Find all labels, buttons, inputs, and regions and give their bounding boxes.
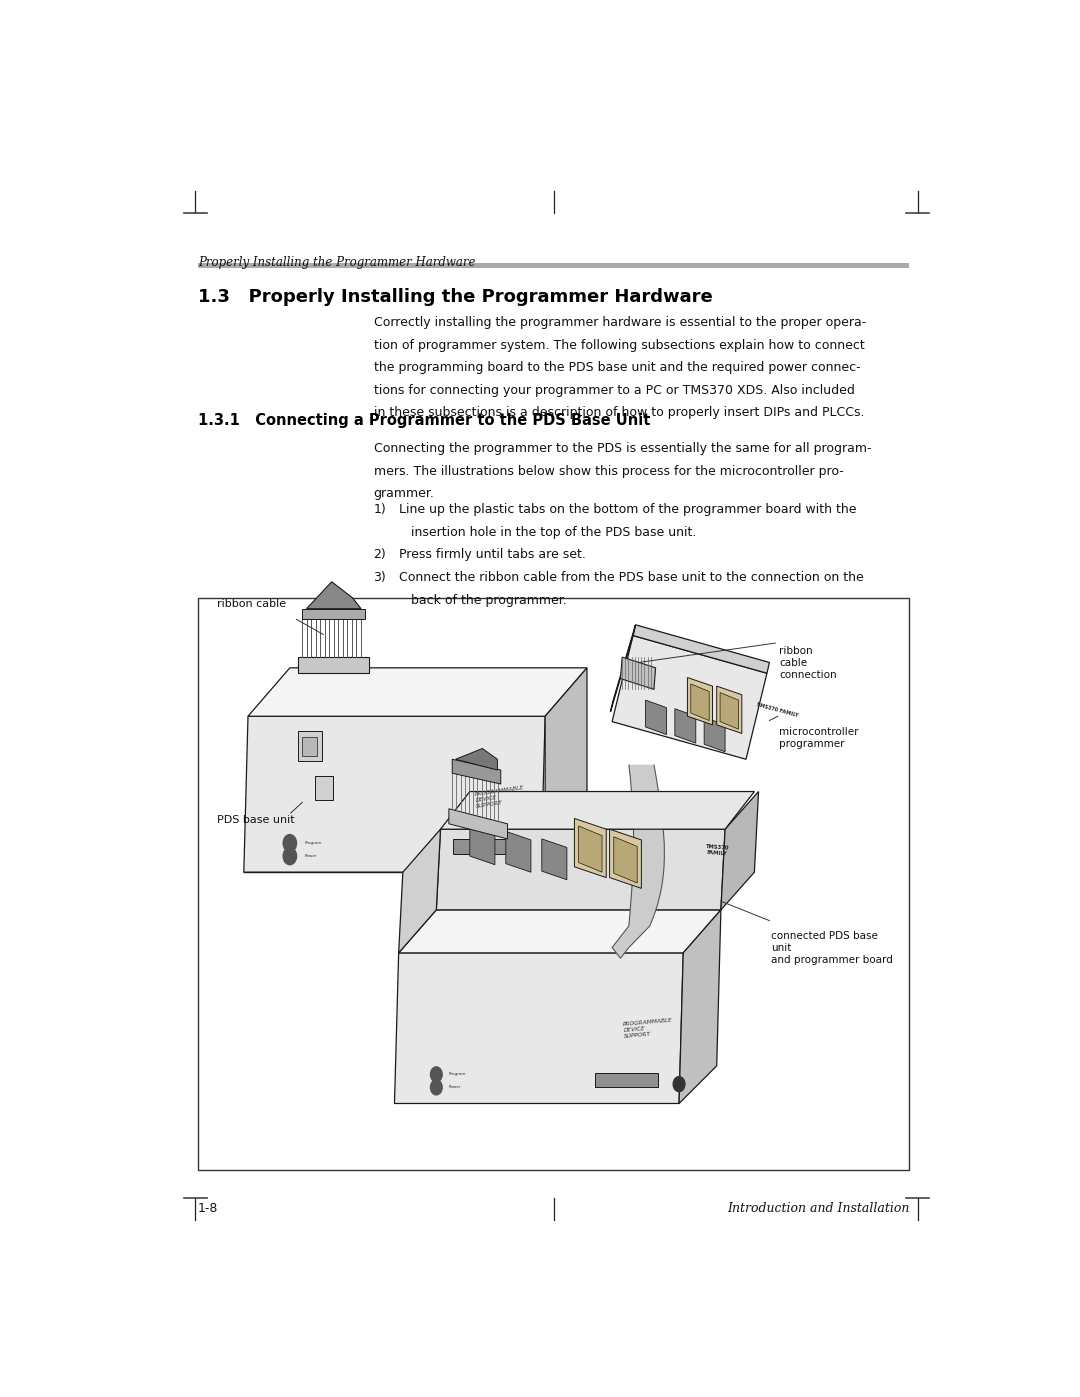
- Polygon shape: [717, 686, 742, 733]
- Text: PROGRAMMABLE
DEVICE
SUPPORT: PROGRAMMABLE DEVICE SUPPORT: [474, 785, 526, 809]
- Polygon shape: [248, 668, 588, 717]
- Polygon shape: [691, 685, 710, 721]
- Text: 1-8: 1-8: [198, 1203, 218, 1215]
- Polygon shape: [436, 830, 725, 909]
- Polygon shape: [575, 819, 606, 877]
- Text: tions for connecting your programmer to a PC or TMS370 XDS. Also included: tions for connecting your programmer to …: [374, 384, 854, 397]
- Text: Program: Program: [305, 841, 323, 845]
- Text: mers. The illustrations below show this process for the microcontroller pro-: mers. The illustrations below show this …: [374, 465, 843, 478]
- Polygon shape: [704, 717, 725, 752]
- Text: the programming board to the PDS base unit and the required power connec-: the programming board to the PDS base un…: [374, 362, 860, 374]
- FancyBboxPatch shape: [198, 264, 909, 268]
- Text: Power: Power: [449, 1085, 461, 1090]
- Text: microcontroller
programmer: microcontroller programmer: [780, 726, 859, 749]
- Polygon shape: [449, 809, 508, 838]
- Text: Properly Installing the Programmer Hardware: Properly Installing the Programmer Hardw…: [198, 256, 475, 268]
- PathPatch shape: [612, 764, 664, 958]
- Polygon shape: [633, 624, 769, 673]
- Polygon shape: [609, 830, 642, 888]
- FancyBboxPatch shape: [298, 731, 322, 761]
- Text: insertion hole in the top of the PDS base unit.: insertion hole in the top of the PDS bas…: [399, 525, 696, 539]
- Text: Power: Power: [305, 854, 318, 858]
- Polygon shape: [394, 953, 684, 1104]
- Polygon shape: [470, 824, 495, 865]
- Polygon shape: [505, 831, 531, 872]
- Polygon shape: [610, 624, 635, 712]
- Polygon shape: [456, 749, 498, 770]
- Text: 1.3.1   Connecting a Programmer to the PDS Base Unit: 1.3.1 Connecting a Programmer to the PDS…: [198, 414, 650, 427]
- Text: back of the programmer.: back of the programmer.: [399, 594, 566, 606]
- Polygon shape: [646, 700, 666, 735]
- Text: Connecting the programmer to the PDS is essentially the same for all program-: Connecting the programmer to the PDS is …: [374, 441, 872, 455]
- Text: 2): 2): [374, 549, 387, 562]
- Polygon shape: [307, 581, 361, 609]
- Text: ribbon
cable
connection: ribbon cable connection: [780, 647, 837, 679]
- Circle shape: [673, 1077, 685, 1091]
- Polygon shape: [721, 792, 758, 909]
- Polygon shape: [302, 609, 365, 619]
- Text: Introduction and Installation: Introduction and Installation: [727, 1203, 909, 1215]
- Polygon shape: [453, 760, 501, 784]
- Text: Correctly installing the programmer hardware is essential to the proper opera-: Correctly installing the programmer hard…: [374, 316, 866, 330]
- Text: PROGRAMMABLE
DEVICE
SUPPORT: PROGRAMMABLE DEVICE SUPPORT: [623, 1018, 674, 1038]
- Text: PDS base unit: PDS base unit: [217, 816, 295, 826]
- Text: connected PDS base
unit
and programmer board: connected PDS base unit and programmer b…: [771, 932, 893, 964]
- Polygon shape: [612, 636, 767, 760]
- Text: 1.3   Properly Installing the Programmer Hardware: 1.3 Properly Installing the Programmer H…: [198, 288, 713, 306]
- Text: in these subsections is a description of how to properly insert DIPs and PLCCs.: in these subsections is a description of…: [374, 407, 864, 419]
- Polygon shape: [298, 657, 369, 673]
- Circle shape: [431, 1067, 442, 1083]
- Circle shape: [283, 834, 297, 852]
- Polygon shape: [441, 792, 754, 830]
- Text: tion of programmer system. The following subsections explain how to connect: tion of programmer system. The following…: [374, 338, 864, 352]
- Text: 3): 3): [374, 571, 387, 584]
- Polygon shape: [595, 1073, 658, 1087]
- Text: TMS370 FAMILY: TMS370 FAMILY: [756, 703, 799, 718]
- Bar: [198, 598, 909, 1171]
- Polygon shape: [620, 657, 656, 689]
- Circle shape: [431, 1080, 442, 1095]
- Polygon shape: [545, 668, 588, 872]
- Polygon shape: [613, 837, 637, 883]
- Polygon shape: [675, 708, 696, 743]
- Text: ribbon cable: ribbon cable: [217, 599, 286, 609]
- Polygon shape: [579, 826, 602, 872]
- Text: Line up the plastic tabs on the bottom of the programmer board with the: Line up the plastic tabs on the bottom o…: [399, 503, 856, 517]
- Text: Program: Program: [449, 1073, 467, 1077]
- Polygon shape: [244, 717, 545, 872]
- FancyBboxPatch shape: [302, 736, 318, 756]
- FancyBboxPatch shape: [315, 777, 334, 800]
- Polygon shape: [399, 909, 721, 953]
- Text: TMS370
FAMILY: TMS370 FAMILY: [704, 845, 729, 856]
- Polygon shape: [454, 838, 521, 854]
- Polygon shape: [679, 909, 721, 1104]
- Polygon shape: [688, 678, 713, 725]
- Text: 1): 1): [374, 503, 387, 517]
- Polygon shape: [542, 838, 567, 880]
- Polygon shape: [399, 830, 441, 953]
- Text: Press firmly until tabs are set.: Press firmly until tabs are set.: [399, 549, 585, 562]
- Polygon shape: [720, 693, 739, 729]
- Text: grammer.: grammer.: [374, 488, 434, 500]
- Text: Connect the ribbon cable from the PDS base unit to the connection on the: Connect the ribbon cable from the PDS ba…: [399, 571, 863, 584]
- Circle shape: [283, 848, 297, 865]
